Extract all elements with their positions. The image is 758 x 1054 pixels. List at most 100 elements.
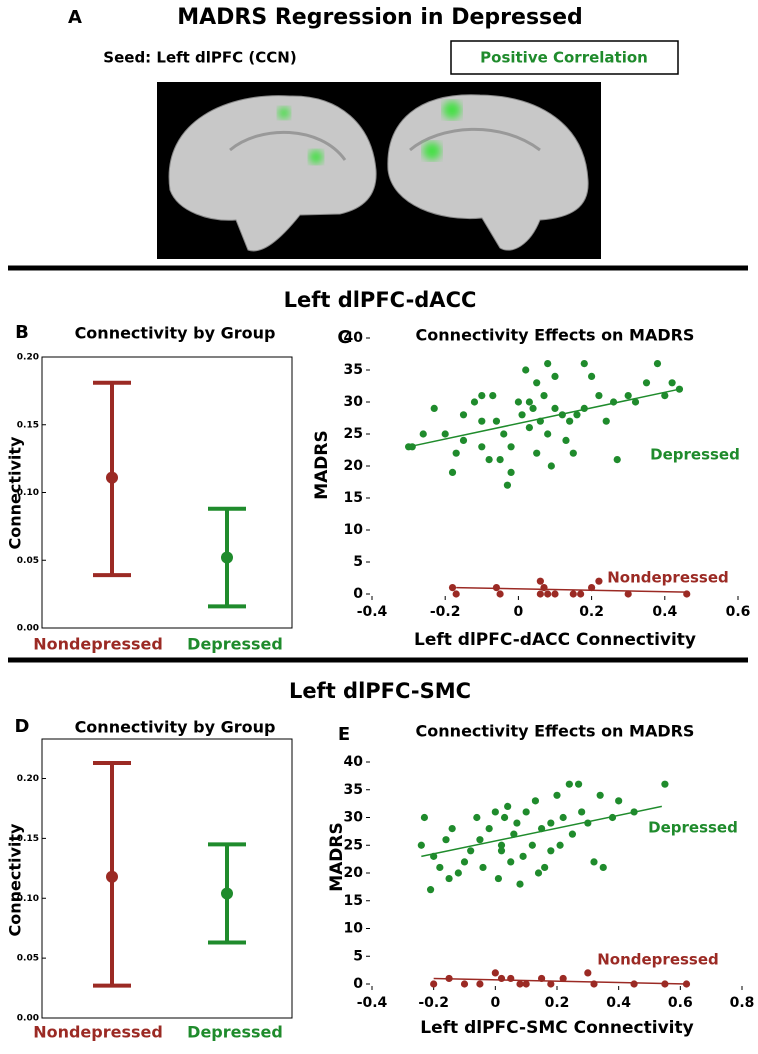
- scatter-point: [562, 436, 570, 444]
- x-tick-label: -0.4: [357, 995, 388, 1011]
- x-tick-label: 0: [490, 995, 500, 1011]
- y-axis-label: Connectivity: [6, 436, 25, 550]
- scatter-point: [602, 417, 610, 425]
- scatter-point: [522, 366, 530, 374]
- scatter-point: [454, 869, 462, 877]
- chart-title: Connectivity Effects on MADRS: [416, 326, 695, 345]
- chart-title: Connectivity Effects on MADRS: [416, 722, 695, 741]
- scatter-point: [426, 886, 435, 894]
- series-label: Nondepressed: [607, 569, 729, 587]
- y-tick-label: 0.00: [17, 624, 39, 634]
- y-tick-label: 0.15: [17, 420, 39, 430]
- scatter-point: [556, 841, 564, 849]
- category-label: Nondepressed: [33, 1023, 163, 1042]
- scatter-point: [459, 411, 468, 419]
- panel-label: D: [15, 716, 30, 737]
- scatter-point: [516, 880, 524, 888]
- scatter-point: [630, 980, 638, 988]
- y-tick-label: 25: [344, 837, 363, 853]
- scatter-point: [507, 468, 515, 476]
- y-tick-label: 0.20: [17, 353, 39, 363]
- scatter-point: [496, 590, 504, 598]
- scatter-point: [577, 590, 585, 598]
- x-tick-label: 0.4: [606, 995, 631, 1011]
- scatter-point: [448, 825, 456, 833]
- scatter-point: [588, 372, 596, 380]
- scatter-point: [599, 863, 607, 872]
- category-label: Depressed: [187, 635, 283, 654]
- plot-frame: [41, 356, 293, 629]
- scatter-point: [536, 577, 544, 585]
- scatter-point: [541, 863, 549, 872]
- scatter-point: [675, 385, 684, 393]
- scatter-point: [661, 780, 669, 788]
- scatter-point: [513, 819, 521, 827]
- scatter-point: [479, 863, 487, 872]
- scatter-point: [533, 379, 541, 387]
- scatter-point: [430, 404, 438, 412]
- y-tick-label: 10: [344, 522, 364, 538]
- series-label: Depressed: [650, 446, 740, 464]
- scatter-point: [504, 802, 512, 811]
- scatter-point: [460, 980, 469, 988]
- scatter-point: [441, 430, 449, 438]
- scatter-point: [476, 980, 484, 988]
- scatter-point: [485, 825, 493, 833]
- scatter-point: [448, 468, 457, 476]
- scatter-point: [470, 398, 479, 406]
- scatter-point: [478, 443, 486, 451]
- y-tick-label: 0.20: [17, 774, 39, 784]
- scatter-point: [578, 808, 586, 816]
- scatter-point: [417, 841, 425, 849]
- panel-label: C: [337, 327, 350, 348]
- y-tick-label: 0.05: [17, 556, 39, 566]
- scatter-point: [553, 791, 561, 799]
- scatter-point: [489, 392, 497, 400]
- scatter-point: [497, 841, 506, 849]
- panel-label: B: [15, 322, 29, 343]
- scatter-point: [559, 974, 567, 983]
- y-tick-label: 0: [353, 586, 363, 602]
- scatter-point: [668, 379, 676, 387]
- scatter-point: [497, 974, 506, 983]
- scatter-point: [445, 874, 453, 883]
- y-tick-label: 0.10: [17, 488, 39, 498]
- scatter-point: [525, 424, 533, 432]
- y-tick-label: 40: [344, 754, 364, 770]
- y-axis-label: MADRS: [312, 430, 332, 500]
- scatter-point: [510, 830, 518, 838]
- scatter-point: [525, 398, 533, 406]
- section-title: Left dlPFC-SMC: [289, 679, 471, 703]
- scatter-point: [503, 481, 512, 489]
- scatter-point: [547, 847, 555, 855]
- scatter-point: [496, 456, 504, 464]
- chart-title: Connectivity by Group: [75, 324, 276, 343]
- x-tick-label: 0.4: [652, 604, 677, 620]
- y-tick-label: 30: [344, 394, 364, 410]
- scatter-point: [533, 449, 541, 457]
- brain-image: [157, 82, 601, 259]
- y-axis-label: MADRS: [327, 822, 347, 892]
- scatter-point: [624, 392, 632, 400]
- scatter-point: [613, 456, 621, 464]
- x-tick-label: -0.4: [357, 604, 388, 620]
- x-tick-label: 0.2: [579, 604, 604, 620]
- y-tick-label: 20: [344, 865, 364, 881]
- legend-box: [450, 40, 679, 75]
- legend-text: Positive Correlation: [480, 49, 648, 67]
- scatter-point: [500, 430, 508, 438]
- scatter-point: [588, 584, 596, 592]
- x-tick-label: 0.6: [668, 995, 693, 1011]
- y-tick-label: 15: [344, 893, 363, 909]
- scatter-point: [653, 360, 662, 368]
- scatter-point: [452, 590, 460, 598]
- scatter-point: [522, 980, 530, 988]
- scatter-point: [661, 392, 669, 400]
- series-label: Nondepressed: [597, 951, 719, 969]
- scatter-point: [420, 813, 429, 822]
- section-title: Left dlPFC-dACC: [284, 288, 477, 312]
- series-label: Depressed: [648, 819, 738, 837]
- x-axis-label: Left dlPFC-dACC Connectivity: [414, 630, 696, 650]
- scatter-point: [459, 436, 468, 444]
